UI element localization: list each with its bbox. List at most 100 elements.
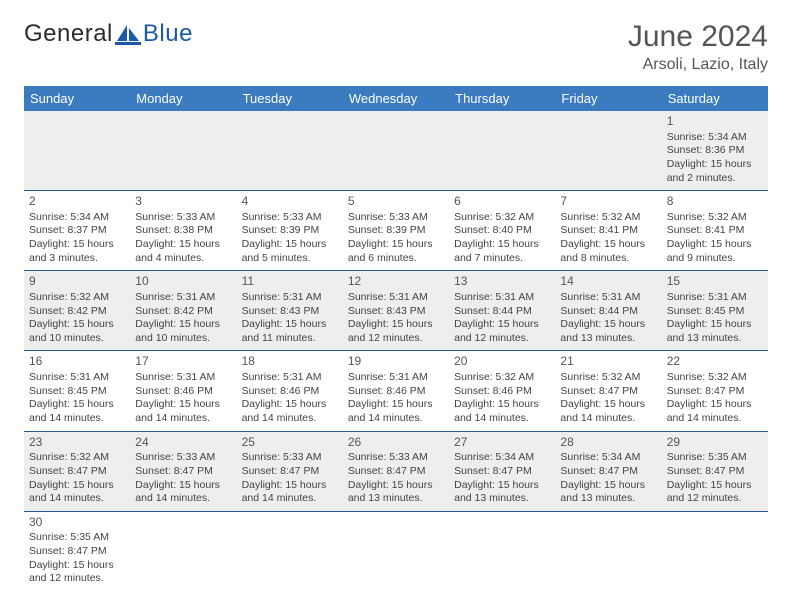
sunrise-line: Sunrise: 5:31 AM: [348, 291, 444, 305]
sunrise-line: Sunrise: 5:31 AM: [135, 371, 231, 385]
daylight-line: Daylight: 15 hours and 14 minutes.: [348, 398, 444, 425]
day-number: 14: [560, 274, 656, 290]
sunrise-line: Sunrise: 5:32 AM: [29, 451, 125, 465]
daylight-line: Daylight: 15 hours and 5 minutes.: [242, 238, 338, 265]
sunset-line: Sunset: 8:46 PM: [348, 385, 444, 399]
calendar-row: 1Sunrise: 5:34 AMSunset: 8:36 PMDaylight…: [24, 111, 768, 191]
day-cell: 15Sunrise: 5:31 AMSunset: 8:45 PMDayligh…: [662, 271, 768, 351]
sunset-line: Sunset: 8:43 PM: [242, 305, 338, 319]
sunrise-line: Sunrise: 5:34 AM: [667, 131, 763, 145]
calendar-row: 30Sunrise: 5:35 AMSunset: 8:47 PMDayligh…: [24, 511, 768, 591]
day-number: 12: [348, 274, 444, 290]
day-number: 25: [242, 435, 338, 451]
sunrise-line: Sunrise: 5:33 AM: [242, 211, 338, 225]
sunset-line: Sunset: 8:47 PM: [242, 465, 338, 479]
day-number: 28: [560, 435, 656, 451]
daylight-line: Daylight: 15 hours and 12 minutes.: [29, 559, 125, 586]
sunset-line: Sunset: 8:45 PM: [29, 385, 125, 399]
sunset-line: Sunset: 8:42 PM: [135, 305, 231, 319]
daylight-line: Daylight: 15 hours and 10 minutes.: [29, 318, 125, 345]
day-number: 26: [348, 435, 444, 451]
day-number: 9: [29, 274, 125, 290]
sunset-line: Sunset: 8:46 PM: [242, 385, 338, 399]
sunset-line: Sunset: 8:38 PM: [135, 224, 231, 238]
day-number: 23: [29, 435, 125, 451]
sunrise-line: Sunrise: 5:34 AM: [560, 451, 656, 465]
day-header-row: SundayMondayTuesdayWednesdayThursdayFrid…: [24, 86, 768, 111]
sunset-line: Sunset: 8:44 PM: [454, 305, 550, 319]
day-number: 24: [135, 435, 231, 451]
day-cell: 9Sunrise: 5:32 AMSunset: 8:42 PMDaylight…: [24, 271, 130, 351]
day-number: 19: [348, 354, 444, 370]
day-number: 4: [242, 194, 338, 210]
daylight-line: Daylight: 15 hours and 12 minutes.: [348, 318, 444, 345]
day-header: Wednesday: [343, 86, 449, 111]
empty-cell: [237, 511, 343, 591]
day-number: 11: [242, 274, 338, 290]
day-header: Sunday: [24, 86, 130, 111]
sunset-line: Sunset: 8:47 PM: [454, 465, 550, 479]
empty-cell: [662, 511, 768, 591]
daylight-line: Daylight: 15 hours and 13 minutes.: [348, 479, 444, 506]
empty-cell: [343, 511, 449, 591]
daylight-line: Daylight: 15 hours and 14 minutes.: [29, 398, 125, 425]
calendar-body: 1Sunrise: 5:34 AMSunset: 8:36 PMDaylight…: [24, 111, 768, 591]
sunset-line: Sunset: 8:39 PM: [348, 224, 444, 238]
daylight-line: Daylight: 15 hours and 14 minutes.: [242, 479, 338, 506]
day-cell: 30Sunrise: 5:35 AMSunset: 8:47 PMDayligh…: [24, 511, 130, 591]
daylight-line: Daylight: 15 hours and 14 minutes.: [135, 479, 231, 506]
day-number: 29: [667, 435, 763, 451]
day-number: 1: [667, 114, 763, 130]
sail-icon: [115, 23, 141, 45]
day-number: 5: [348, 194, 444, 210]
daylight-line: Daylight: 15 hours and 13 minutes.: [667, 318, 763, 345]
sunrise-line: Sunrise: 5:31 AM: [242, 291, 338, 305]
day-header: Monday: [130, 86, 236, 111]
sunrise-line: Sunrise: 5:31 AM: [135, 291, 231, 305]
sunset-line: Sunset: 8:46 PM: [135, 385, 231, 399]
day-cell: 7Sunrise: 5:32 AMSunset: 8:41 PMDaylight…: [555, 191, 661, 271]
daylight-line: Daylight: 15 hours and 8 minutes.: [560, 238, 656, 265]
day-number: 17: [135, 354, 231, 370]
day-cell: 25Sunrise: 5:33 AMSunset: 8:47 PMDayligh…: [237, 431, 343, 511]
empty-cell: [343, 111, 449, 191]
daylight-line: Daylight: 15 hours and 7 minutes.: [454, 238, 550, 265]
empty-cell: [555, 111, 661, 191]
day-header: Friday: [555, 86, 661, 111]
sunset-line: Sunset: 8:47 PM: [29, 545, 125, 559]
day-number: 30: [29, 515, 125, 531]
sunrise-line: Sunrise: 5:32 AM: [560, 371, 656, 385]
sunset-line: Sunset: 8:47 PM: [667, 385, 763, 399]
day-number: 8: [667, 194, 763, 210]
sunset-line: Sunset: 8:43 PM: [348, 305, 444, 319]
sunrise-line: Sunrise: 5:33 AM: [348, 451, 444, 465]
day-cell: 18Sunrise: 5:31 AMSunset: 8:46 PMDayligh…: [237, 351, 343, 431]
sunset-line: Sunset: 8:47 PM: [135, 465, 231, 479]
calendar-row: 9Sunrise: 5:32 AMSunset: 8:42 PMDaylight…: [24, 271, 768, 351]
day-cell: 14Sunrise: 5:31 AMSunset: 8:44 PMDayligh…: [555, 271, 661, 351]
sunrise-line: Sunrise: 5:34 AM: [29, 211, 125, 225]
logo-text-1: General: [24, 20, 113, 48]
sunrise-line: Sunrise: 5:31 AM: [454, 291, 550, 305]
sunset-line: Sunset: 8:46 PM: [454, 385, 550, 399]
sunset-line: Sunset: 8:42 PM: [29, 305, 125, 319]
day-number: 7: [560, 194, 656, 210]
logo: General Blue: [24, 20, 193, 48]
location: Arsoli, Lazio, Italy: [628, 56, 768, 74]
day-cell: 1Sunrise: 5:34 AMSunset: 8:36 PMDaylight…: [662, 111, 768, 191]
daylight-line: Daylight: 15 hours and 2 minutes.: [667, 158, 763, 185]
sunset-line: Sunset: 8:47 PM: [29, 465, 125, 479]
day-number: 10: [135, 274, 231, 290]
calendar-row: 16Sunrise: 5:31 AMSunset: 8:45 PMDayligh…: [24, 351, 768, 431]
daylight-line: Daylight: 15 hours and 6 minutes.: [348, 238, 444, 265]
day-cell: 12Sunrise: 5:31 AMSunset: 8:43 PMDayligh…: [343, 271, 449, 351]
day-cell: 11Sunrise: 5:31 AMSunset: 8:43 PMDayligh…: [237, 271, 343, 351]
empty-cell: [130, 511, 236, 591]
daylight-line: Daylight: 15 hours and 14 minutes.: [29, 479, 125, 506]
day-cell: 20Sunrise: 5:32 AMSunset: 8:46 PMDayligh…: [449, 351, 555, 431]
sunset-line: Sunset: 8:47 PM: [348, 465, 444, 479]
day-header: Saturday: [662, 86, 768, 111]
daylight-line: Daylight: 15 hours and 3 minutes.: [29, 238, 125, 265]
sunrise-line: Sunrise: 5:35 AM: [667, 451, 763, 465]
calendar-row: 23Sunrise: 5:32 AMSunset: 8:47 PMDayligh…: [24, 431, 768, 511]
